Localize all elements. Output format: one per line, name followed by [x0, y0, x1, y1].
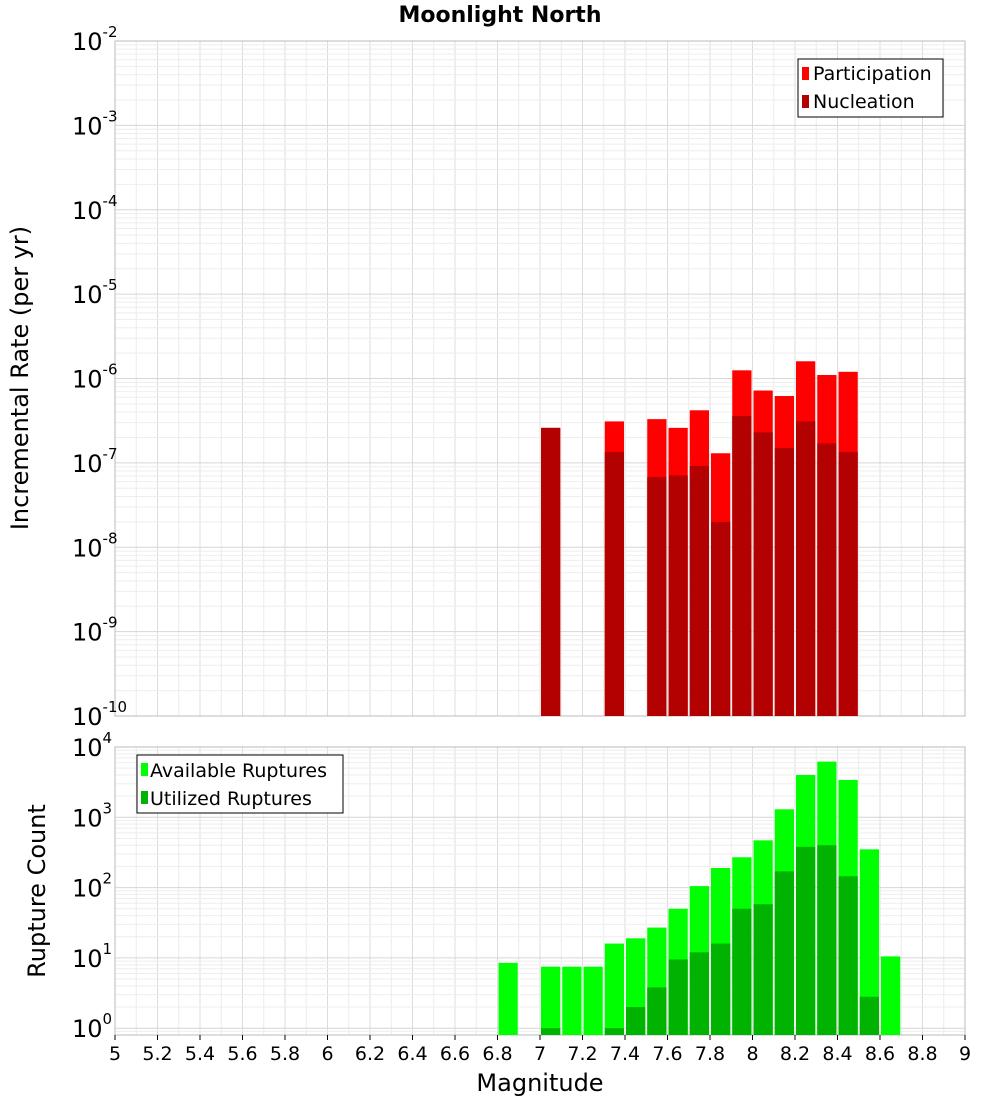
- count-bar-utilized-ruptures: [838, 876, 858, 1035]
- rate-y-tick-label: 10-3: [72, 107, 118, 140]
- count-bar-utilized-ruptures: [689, 952, 709, 1035]
- count-bar-available-ruptures: [583, 966, 603, 1035]
- x-tick-label: 7.2: [567, 1043, 597, 1065]
- count-bar-utilized-ruptures: [859, 996, 879, 1035]
- rate-bar-nucleation: [689, 465, 709, 716]
- legend-swatch-utilized: [141, 791, 148, 804]
- rate-y-tick-label: 10-8: [72, 529, 118, 562]
- x-tick-label: 7.8: [695, 1043, 725, 1065]
- rate-y-axis-label: Incremental Rate (per yr): [6, 226, 34, 530]
- count-y-tick-label: 100: [72, 1010, 112, 1043]
- count-legend-box: [136, 754, 344, 814]
- rate-bar-nucleation: [541, 427, 561, 716]
- rate-y-tick-labels: 10-2 10-3 10-4 10-5 10-6 10-7 10-8 10-9 10-10: [72, 23, 127, 731]
- count-y-tick-label: 104: [72, 729, 112, 762]
- count-y-tick-label: 102: [72, 870, 112, 903]
- rate-bar-nucleation: [817, 443, 837, 716]
- legend-label-available: Available Ruptures: [150, 760, 327, 782]
- legend-label-utilized: Utilized Ruptures: [150, 788, 312, 810]
- x-tick-label: 6.2: [355, 1043, 385, 1065]
- count-bar-available-ruptures: [881, 956, 901, 1035]
- count-legend: Available Ruptures Utilized Ruptures: [136, 754, 344, 814]
- x-tick-label: 8: [746, 1043, 758, 1065]
- count-bar-available-ruptures: [859, 849, 879, 1035]
- legend-label-nucleation: Nucleation: [813, 91, 915, 113]
- rate-bar-nucleation: [796, 421, 816, 716]
- rate-bar-nucleation: [774, 448, 794, 716]
- count-y-tick-label: 101: [72, 940, 112, 973]
- legend-swatch-available: [141, 763, 148, 776]
- rate-y-tick-label: 10-6: [72, 361, 118, 394]
- x-tick-label: 5: [109, 1043, 121, 1065]
- count-bar-utilized-ruptures: [774, 871, 794, 1035]
- count-bars: [498, 761, 901, 1035]
- x-tick-label: 7: [534, 1043, 546, 1065]
- x-tick-label: 6.6: [440, 1043, 470, 1065]
- count-bar-utilized-ruptures: [753, 904, 773, 1035]
- rate-bar-nucleation: [668, 475, 688, 716]
- count-bar-available-ruptures: [562, 966, 582, 1035]
- x-tick-label: 8.2: [780, 1043, 810, 1065]
- rate-y-tick-label: 10-2: [72, 23, 118, 56]
- x-tick-label: 9: [959, 1043, 971, 1065]
- rate-gridlines: [114, 40, 966, 717]
- legend-swatch-nucleation: [802, 95, 809, 108]
- x-tick-label: 5.2: [142, 1043, 172, 1065]
- count-bar-utilized-ruptures: [604, 1028, 624, 1035]
- x-tick-label: 7.4: [610, 1043, 640, 1065]
- x-tick-label: 8.4: [822, 1043, 852, 1065]
- rate-bar-nucleation: [604, 451, 624, 716]
- count-bar-utilized-ruptures: [817, 845, 837, 1035]
- count-bar-utilized-ruptures: [796, 846, 816, 1035]
- count-bar-utilized-ruptures: [711, 943, 731, 1035]
- rate-y-tick-label: 10-4: [72, 192, 118, 225]
- rate-y-tick-label: 10-10: [72, 698, 127, 731]
- rate-legend: Participation Nucleation: [797, 58, 944, 118]
- rate-bars: [541, 361, 858, 716]
- count-bar-utilized-ruptures: [668, 959, 688, 1035]
- x-tick-label: 7.6: [652, 1043, 682, 1065]
- rate-panel: 10-2 10-3 10-4 10-5 10-6 10-7 10-8 10-9 10-10 In…: [6, 23, 966, 731]
- x-tick-label: 5.4: [185, 1043, 215, 1065]
- rate-legend-box: [797, 58, 944, 118]
- count-bar-available-ruptures: [541, 966, 561, 1035]
- rate-bar-nucleation: [711, 521, 731, 716]
- count-y-axis-label: Rupture Count: [23, 804, 51, 978]
- count-y-tick-labels: 104 103 102 101 100: [72, 729, 112, 1043]
- legend-swatch-participation: [802, 67, 809, 80]
- x-tick-label: 5.6: [227, 1043, 257, 1065]
- x-tick-label: 5.8: [270, 1043, 300, 1065]
- count-bar-utilized-ruptures: [626, 1007, 646, 1035]
- x-tick-label: 6: [321, 1043, 333, 1065]
- count-bar-utilized-ruptures: [541, 1028, 561, 1035]
- count-bar-available-ruptures: [498, 962, 518, 1035]
- x-axis-label: Magnitude: [476, 1069, 603, 1097]
- x-tick-label: 6.4: [397, 1043, 427, 1065]
- rate-y-tick-label: 10-7: [72, 445, 118, 478]
- rate-bar-nucleation: [753, 432, 773, 716]
- legend-label-participation: Participation: [813, 63, 932, 85]
- x-tick-label: 8.6: [865, 1043, 895, 1065]
- count-panel: 104 103 102 101 100 5 5.2 5.4 5.6 5.8 6 6.2 6.4 6.6 6…: [23, 729, 971, 1097]
- rate-y-tick-label: 10-9: [72, 614, 118, 647]
- rate-plot-frame: [114, 40, 966, 717]
- chart-title: Moonlight North: [398, 3, 601, 28]
- x-tick-labels: 5 5.2 5.4 5.6 5.8 6 6.2 6.4 6.6 6.8 7 7.2 7.4 7.6 7.8 8…: [109, 1035, 971, 1065]
- count-y-tick-label: 103: [72, 799, 112, 832]
- rate-bar-nucleation: [647, 477, 667, 716]
- count-bar-utilized-ruptures: [647, 987, 667, 1035]
- rate-y-tick-label: 10-5: [72, 276, 118, 309]
- x-tick-label: 8.8: [907, 1043, 937, 1065]
- x-tick-label: 6.8: [482, 1043, 512, 1065]
- rate-bar-nucleation: [732, 415, 752, 716]
- rate-bar-nucleation: [838, 451, 858, 716]
- count-bar-available-ruptures: [604, 943, 624, 1035]
- count-bar-utilized-ruptures: [732, 908, 752, 1035]
